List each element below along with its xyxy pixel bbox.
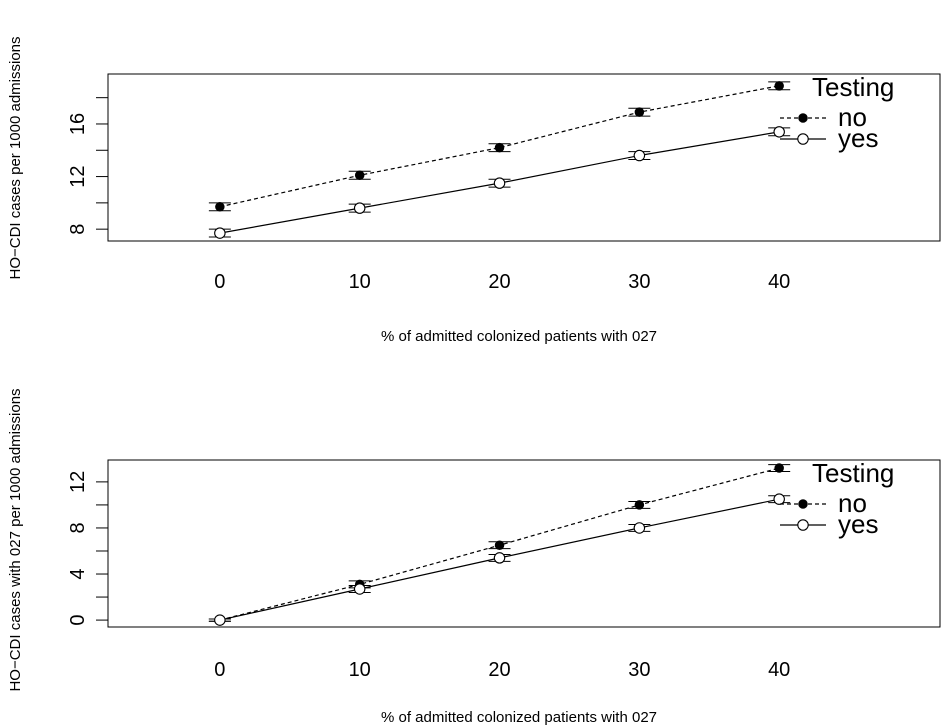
x-axis-title: % of admitted colonized patients with 02… <box>381 709 657 726</box>
series-line-no <box>219 85 780 208</box>
data-point-no <box>494 540 505 550</box>
data-point-no <box>354 170 365 181</box>
legend-title: Testing <box>812 458 894 488</box>
y-tick-label: 4 <box>67 568 89 579</box>
y-tick-label: 16 <box>67 113 89 135</box>
data-point-yes <box>773 493 785 505</box>
data-point-no <box>494 142 505 153</box>
y-tick-label: 8 <box>67 522 89 533</box>
legend-marker-no <box>798 499 808 509</box>
x-tick-label: 40 <box>768 659 790 681</box>
x-tick-label: 30 <box>628 271 650 293</box>
data-point-yes <box>353 202 366 214</box>
x-tick-label: 0 <box>214 271 225 293</box>
x-tick-label: 10 <box>349 659 371 681</box>
legend-label-yes: yes <box>838 509 878 539</box>
data-point-no <box>774 463 784 473</box>
legend-label-no: no <box>838 102 867 132</box>
x-tick-label: 10 <box>349 271 371 293</box>
data-point-yes <box>773 126 785 138</box>
y-tick-label: 12 <box>67 471 89 493</box>
legend-title: Testing <box>812 72 894 102</box>
y-axis-title: HO−CDI cases with 027 per 1000 admission… <box>7 388 24 691</box>
y-tick-label: 0 <box>67 615 89 626</box>
data-point-yes <box>493 552 506 564</box>
x-tick-label: 40 <box>768 271 790 293</box>
chart-panel-1: 8 12 16 0 10 20 30 40 % of admitted colonized pa… <box>7 36 941 345</box>
data-point-no <box>634 107 645 117</box>
data-point-no <box>634 500 645 510</box>
x-axis-title: % of admitted colonized patients with 02… <box>381 328 657 345</box>
y-tick-label: 8 <box>67 224 89 235</box>
chart-panel-2: 0 4 8 12 0 10 20 30 40 % of admitted colonized pa… <box>7 388 941 726</box>
legend-label-no: no <box>838 488 867 518</box>
data-point-yes <box>493 177 506 189</box>
data-point-yes <box>633 522 646 534</box>
x-tick-label: 20 <box>488 271 510 293</box>
data-point-no <box>774 81 784 91</box>
y-axis-title: HO−CDI cases per 1000 admissions <box>7 36 24 279</box>
x-tick-label: 30 <box>628 659 650 681</box>
legend-label-yes: yes <box>838 123 878 153</box>
data-point-yes <box>214 614 226 626</box>
data-point-no <box>215 202 225 212</box>
data-point-yes <box>353 583 366 595</box>
legend-marker-yes <box>797 133 809 145</box>
data-point-yes <box>633 149 646 162</box>
legend-marker-no <box>798 113 808 123</box>
data-point-yes <box>214 227 226 239</box>
x-tick-label: 0 <box>214 659 225 681</box>
y-tick-label: 12 <box>67 165 89 187</box>
x-tick-label: 20 <box>488 659 510 681</box>
legend-marker-yes <box>797 519 809 531</box>
